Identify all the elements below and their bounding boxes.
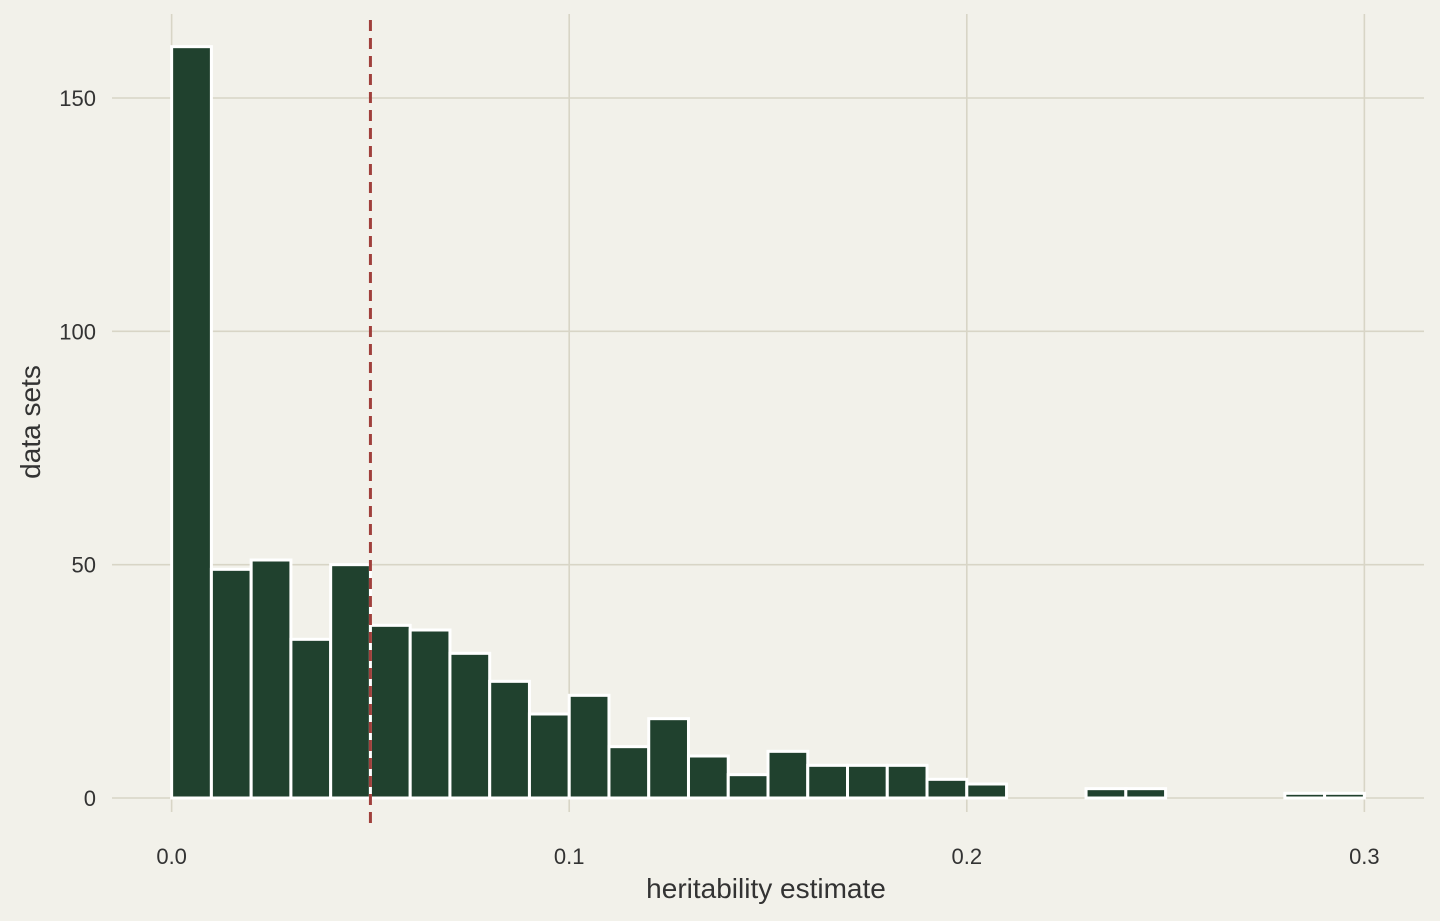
histogram-bar <box>1325 793 1365 798</box>
histogram-bar <box>967 784 1007 798</box>
histogram-bar <box>410 630 450 798</box>
x-tick-label: 0.1 <box>554 844 585 869</box>
histogram-bar <box>370 625 410 798</box>
x-tick-label: 0.2 <box>951 844 982 869</box>
histogram-bar <box>848 765 888 798</box>
histogram-bar <box>529 714 569 798</box>
histogram-bar <box>291 639 331 798</box>
histogram-bar <box>569 695 609 798</box>
histogram-bar <box>1285 793 1325 798</box>
x-axis-title: heritability estimate <box>646 873 886 904</box>
histogram-bar <box>688 756 728 798</box>
histogram-bar <box>887 765 927 798</box>
y-tick-label: 0 <box>84 786 96 811</box>
y-tick-label: 100 <box>59 319 96 344</box>
histogram-bar <box>649 719 689 798</box>
histogram-bar <box>1126 789 1166 798</box>
histogram-bar <box>728 775 768 798</box>
histogram-bar <box>450 653 490 798</box>
histogram-bar <box>490 681 530 798</box>
histogram-bar <box>768 751 808 798</box>
x-tick-label: 0.3 <box>1349 844 1380 869</box>
histogram-bar <box>251 560 291 798</box>
histogram-bar <box>211 569 251 798</box>
y-tick-label: 50 <box>72 553 96 578</box>
x-tick-label: 0.0 <box>156 844 187 869</box>
histogram-bar <box>609 747 649 798</box>
histogram-bar <box>927 779 967 798</box>
histogram-bar <box>808 765 848 798</box>
y-axis-title: data sets <box>15 365 46 479</box>
histogram-bar <box>331 565 371 798</box>
histogram-bar <box>1086 789 1126 798</box>
y-tick-label: 150 <box>59 86 96 111</box>
histogram-bar <box>172 47 212 798</box>
